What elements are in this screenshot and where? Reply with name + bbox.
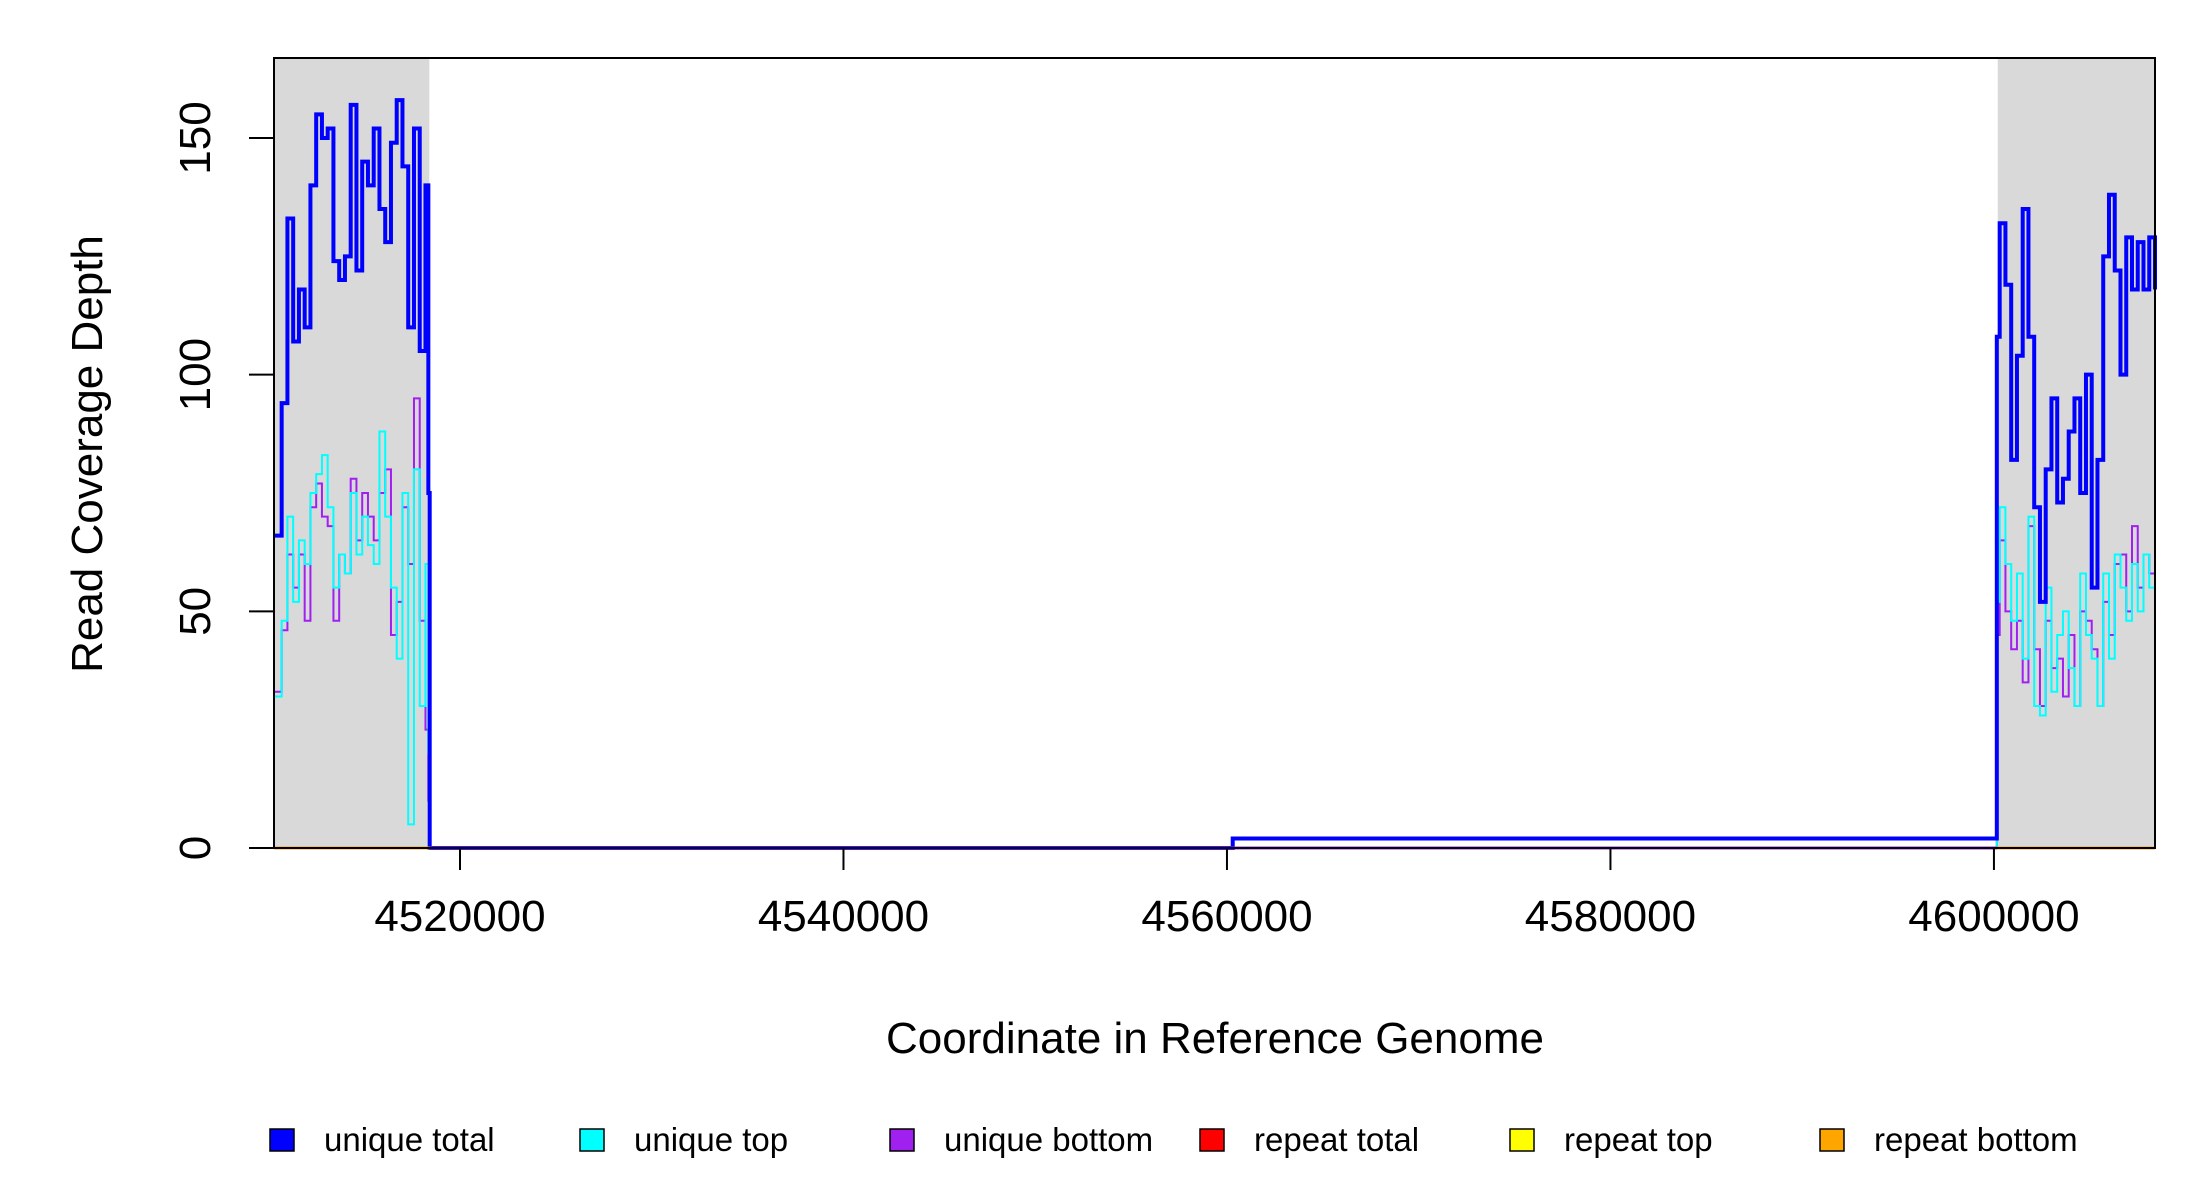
y-axis-title: Read Coverage Depth	[63, 235, 112, 673]
legend-label: repeat top	[1564, 1121, 1713, 1158]
legend-swatch	[889, 1128, 915, 1152]
series-line-unique-bottom	[274, 397, 2156, 849]
x-tick-label: 4600000	[1908, 892, 2079, 941]
legend-swatch	[1199, 1128, 1225, 1152]
series-line-unique-top	[274, 430, 2156, 849]
legend-label: unique bottom	[944, 1121, 1153, 1158]
legend-label: repeat total	[1254, 1121, 1419, 1158]
x-axis: 4520000 4540000 4560000 4580000 4600000	[374, 848, 2080, 941]
series-line-unique-total	[274, 98, 2157, 850]
legend: unique total unique top unique bottom repea…	[269, 1121, 2078, 1158]
x-tick-label: 4580000	[1525, 892, 1696, 941]
plot-frame	[273, 57, 2156, 849]
legend-swatch	[579, 1128, 605, 1152]
shaded-region	[1997, 58, 2155, 848]
legend-label: unique top	[634, 1121, 788, 1158]
x-tick-label: 4520000	[374, 892, 545, 941]
legend-item: repeat bottom	[1819, 1121, 2078, 1158]
x-axis-title: Coordinate in Reference Genome	[886, 1014, 1544, 1063]
shaded-regions	[274, 58, 2155, 848]
legend-item: repeat top	[1509, 1121, 1713, 1158]
legend-swatch	[1509, 1128, 1535, 1152]
y-tick-label: 150	[171, 101, 220, 174]
y-tick-label: 0	[171, 836, 220, 860]
y-axis: 0 50 100 150	[171, 101, 275, 860]
legend-item: unique bottom	[889, 1121, 1153, 1158]
legend-item: repeat total	[1199, 1121, 1419, 1158]
legend-swatch	[1819, 1128, 1845, 1152]
legend-label: unique total	[324, 1121, 495, 1158]
series-lines	[274, 98, 2157, 850]
legend-swatch	[269, 1128, 295, 1152]
legend-item: unique total	[269, 1121, 495, 1158]
legend-item: unique top	[579, 1121, 788, 1158]
y-tick-label: 50	[171, 587, 220, 636]
x-tick-label: 4540000	[758, 892, 929, 941]
x-tick-label: 4560000	[1141, 892, 1312, 941]
y-tick-label: 100	[171, 338, 220, 411]
legend-label: repeat bottom	[1874, 1121, 2078, 1158]
